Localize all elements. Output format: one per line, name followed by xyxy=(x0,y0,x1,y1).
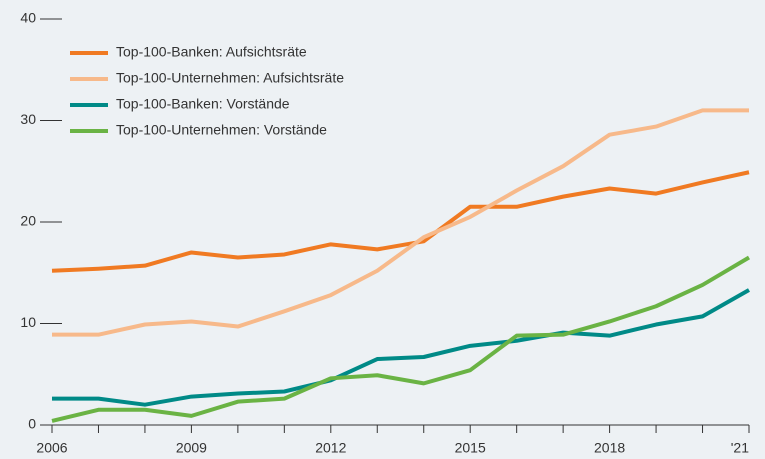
y-tick-label: 0 xyxy=(28,416,36,432)
legend-label: Top-100-Unternehmen: Vorstände xyxy=(116,122,327,138)
x-tick-label: 2012 xyxy=(315,440,346,456)
y-tick-label: 40 xyxy=(20,10,36,26)
series-line xyxy=(51,255,751,423)
y-tick-label: 20 xyxy=(20,213,36,229)
legend-label: Top-100-Unternehmen: Aufsichtsräte xyxy=(116,70,344,86)
series-line xyxy=(52,288,750,407)
x-tick-label: 2009 xyxy=(176,440,207,456)
x-tick-label: 2006 xyxy=(36,440,67,456)
x-tick-label: 2015 xyxy=(455,440,486,456)
x-tick-label: '21 xyxy=(731,440,749,456)
legend-label: Top-100-Banken: Aufsichtsräte xyxy=(116,44,307,60)
series-line xyxy=(52,108,749,337)
y-tick-label: 30 xyxy=(20,111,36,127)
y-tick-label: 10 xyxy=(20,314,36,330)
legend-label: Top-100-Banken: Vorstände xyxy=(116,96,290,112)
x-tick-label: 2018 xyxy=(594,440,625,456)
series-line xyxy=(51,170,750,273)
